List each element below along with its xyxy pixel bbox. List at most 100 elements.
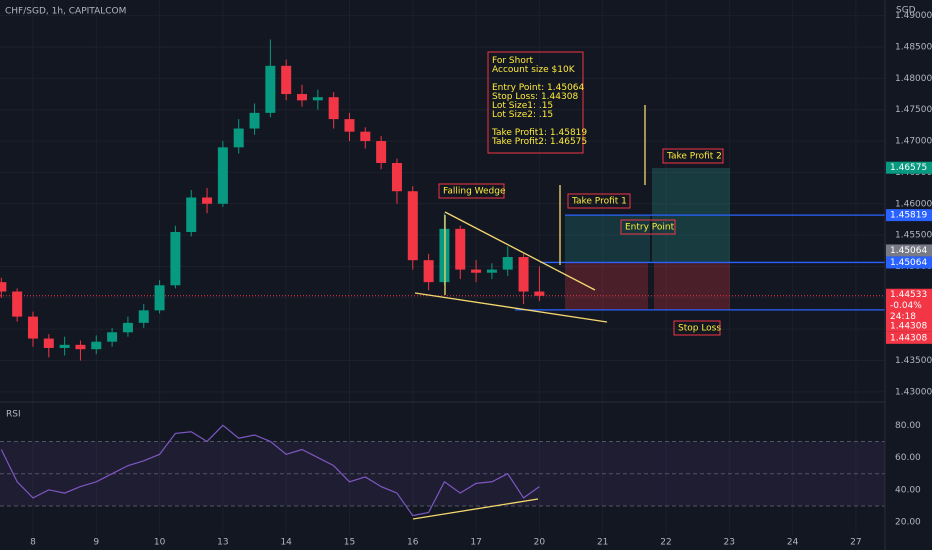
stop-tag: 1.44308 [890,321,927,331]
y-tick-label: 1.48500 [895,43,932,53]
rsi-trendline [412,498,539,520]
candle-body [27,316,38,339]
tp2-label: Take Profit 2 [666,152,722,162]
candle-body [328,97,339,120]
candle-body [170,231,181,286]
candle-body [265,65,276,113]
x-tick-label: 17 [470,538,481,548]
note-box [487,51,584,154]
rsi-tick-label: 20.00 [895,518,921,528]
candle-body [75,344,86,350]
candle-body [12,291,23,317]
loss-zone-2 [654,262,730,310]
candle-body [312,97,323,101]
candle-body [344,119,355,132]
note: For Short Account size $10K Entry Point: 1… [491,56,587,147]
candle-body [376,141,387,164]
tp1-label-box [567,193,631,209]
rsi-tick-label: 60.00 [895,453,921,463]
loss-zone-1 [565,262,648,310]
entry-tag-bg [886,244,932,257]
rsi-line [0,424,540,517]
y-tick-label: 1.47000 [895,137,932,147]
candle-body [107,332,118,342]
rsi-tick-label: 80.00 [895,421,921,431]
y-tick-label: 1.43000 [895,387,932,397]
candle-body [486,269,497,273]
candle-body [518,257,529,292]
candle-body [423,260,434,283]
entry-label: Entry Point [625,223,675,233]
candle-body [43,338,54,348]
candle-body [202,197,213,204]
note-line: Take Profit1: 1.45819 [491,128,587,138]
last-tag-bg [886,288,932,325]
stop-label-box [673,320,721,336]
countdown: 24:18 [890,312,916,322]
candle-body [502,257,513,270]
note-line: Lot Size2: .15 [492,110,553,120]
change: -0.04% [890,301,922,311]
tp1-label: Take Profit 1 [571,197,627,207]
x-tick-label: 9 [93,538,99,548]
tp1-tag-bg [886,209,932,222]
x-tick-label: 10 [154,538,166,548]
rsi-title: RSI [6,410,21,420]
x-tick-label: 23 [724,538,735,548]
price-tags: 1.46575 1.45819 1.45064 1.45064 1.44533-0.04… [886,161,932,344]
candle-body [59,344,70,348]
stop-line-tag-bg [886,331,932,344]
note-line: Account size $10K [492,65,576,75]
entry-line-tag: 1.45064 [890,258,927,268]
falling-wedge-label: Falling Wedge [443,187,506,197]
candle-body [249,112,260,129]
stop-line-tag: 1.44308 [890,333,927,343]
grid [0,440,885,507]
tp1-tag: 1.45819 [890,211,927,221]
last-price: 1.44533 [890,290,927,300]
rsi-tick-label: 40.00 [895,485,921,495]
candle-body [281,65,292,95]
note-line: Take Profit2: 1.46575 [491,137,587,147]
stop-label: Stop Loss [678,324,721,334]
currency: SGD [896,6,916,16]
wedge-label-box [438,183,505,199]
wedge-lower [414,292,608,323]
x-tick-label: 21 [597,538,608,548]
candle-body [233,128,244,148]
x-tick-label: 14 [280,538,292,548]
entry-label-box [620,219,676,235]
y-tick-label: 1.48000 [895,74,932,84]
y-tick-label: 1.47500 [895,105,932,115]
y-tick-label: 1.43500 [895,356,932,366]
wedge-upper [444,211,596,291]
x-tick-label: 27 [850,538,861,548]
candle-body [407,191,418,261]
x-tick-label: 13 [217,538,228,548]
candle-body [122,322,133,333]
tp2-tag-bg [886,161,932,174]
y-tick-label: 1.46000 [895,199,932,209]
candle-body [0,282,7,292]
candle-body [455,228,466,270]
candle-body [154,285,165,311]
entry-line-tag-bg [886,256,932,269]
symbol-title: CHF/SGD, 1h, CAPITALCOM [5,7,126,17]
y-tick-label: 1.49000 [895,11,932,21]
candle-body [138,310,149,323]
stop-tag-bg [886,319,932,332]
tp2-tag: 1.46575 [890,163,927,173]
drawings [0,0,886,550]
entry-tag: 1.45064 [890,246,927,256]
candle-body [217,147,228,204]
x-tick-label: 8 [30,538,36,548]
x-tick-label: 24 [787,538,799,548]
tp2-label-box [662,148,724,164]
x-tick-label: 20 [534,538,546,548]
x-tick-label: 15 [344,538,355,548]
note-line: Lot Size1: .15 [492,101,553,111]
candle-body [391,163,402,192]
candle-body [360,131,371,142]
